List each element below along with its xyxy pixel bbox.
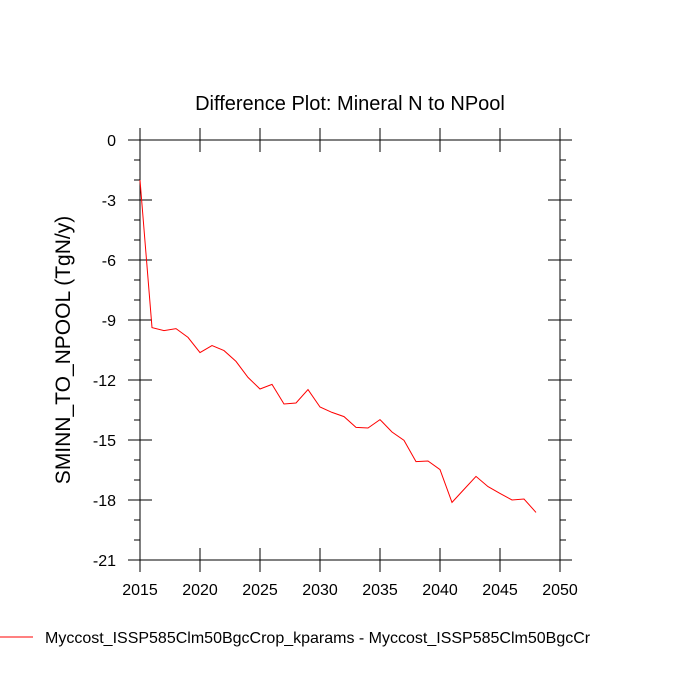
series-line (139, 179, 537, 513)
chart-title: Difference Plot: Mineral N to NPool (195, 93, 505, 115)
x-tick-label: 2045 (482, 582, 518, 599)
y-tick-label: -15 (93, 433, 116, 450)
y-tick-label: -6 (102, 253, 116, 270)
y-tick-label: -12 (93, 373, 116, 390)
y-tick-label: -3 (102, 193, 116, 210)
plot-frame (139, 139, 561, 561)
x-tick-label: 2040 (422, 582, 458, 599)
x-tick-label: 2035 (362, 582, 398, 599)
x-tick-label: 2015 (122, 582, 158, 599)
y-tick-label: 0 (107, 133, 116, 150)
legend-label: Myccost_ISSP585Clm50BgcCrop_kparams - My… (45, 630, 591, 647)
x-tick-label: 2050 (542, 582, 578, 599)
y-tick-label: -9 (102, 313, 116, 330)
x-tick-label: 2020 (182, 582, 218, 599)
x-tick-label: 2030 (302, 582, 338, 599)
x-tick-label: 2025 (242, 582, 278, 599)
y-tick-label: -21 (93, 553, 116, 570)
y-tick-label: -18 (93, 493, 116, 510)
y-axis-label: SMINN_TO_NPOOL (TgN/y) (52, 216, 75, 484)
